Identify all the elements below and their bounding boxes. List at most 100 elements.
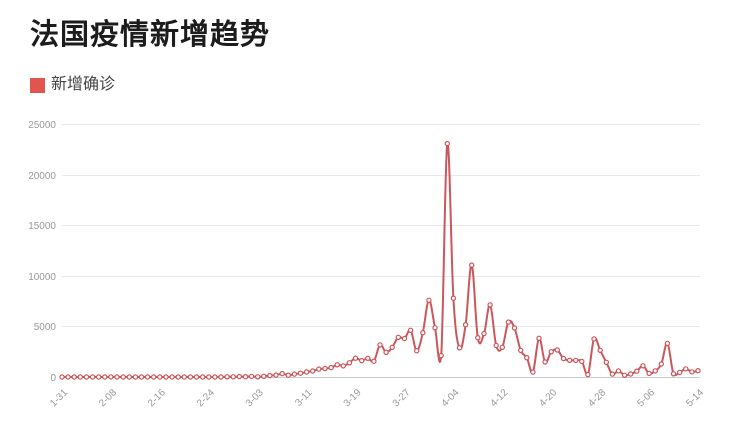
legend-item-new-confirmed[interactable]: 新增确诊	[30, 77, 115, 93]
data-point-marker[interactable]	[150, 374, 157, 380]
data-point-marker[interactable]	[683, 366, 689, 372]
data-point-marker[interactable]	[493, 342, 499, 349]
data-point-marker[interactable]	[450, 295, 457, 301]
data-point-marker[interactable]	[132, 374, 139, 380]
data-point-marker[interactable]	[359, 357, 365, 364]
data-point-marker[interactable]	[340, 363, 346, 369]
data-point-marker[interactable]	[199, 374, 206, 380]
data-point-marker[interactable]	[670, 371, 677, 377]
data-point-marker[interactable]	[120, 374, 126, 380]
data-point-marker[interactable]	[297, 370, 304, 376]
data-point-marker[interactable]	[383, 349, 389, 355]
data-point-marker[interactable]	[102, 374, 108, 380]
data-point-marker[interactable]	[59, 374, 65, 380]
data-point-marker[interactable]	[621, 372, 628, 378]
data-point-marker[interactable]	[83, 374, 90, 380]
data-point-marker[interactable]	[77, 374, 84, 380]
data-point-marker[interactable]	[511, 325, 518, 331]
data-point-marker[interactable]	[579, 358, 585, 365]
data-point-marker[interactable]	[401, 335, 408, 342]
data-point-marker[interactable]	[634, 368, 640, 374]
data-point-marker[interactable]	[157, 374, 163, 380]
data-point-marker[interactable]	[469, 262, 475, 268]
data-point-marker[interactable]	[303, 369, 310, 375]
data-point-marker[interactable]	[291, 371, 298, 377]
data-point-marker[interactable]	[187, 374, 194, 380]
data-point-marker[interactable]	[285, 372, 291, 378]
data-point-marker[interactable]	[95, 374, 102, 380]
data-point-marker[interactable]	[89, 374, 96, 380]
data-point-marker[interactable]	[169, 374, 175, 380]
data-point-marker[interactable]	[530, 369, 536, 375]
data-point-marker[interactable]	[261, 373, 267, 379]
data-point-marker[interactable]	[652, 368, 658, 374]
data-point-marker[interactable]	[499, 344, 505, 350]
data-point-marker[interactable]	[334, 362, 340, 368]
data-point-marker[interactable]	[212, 374, 218, 380]
data-point-marker[interactable]	[377, 342, 383, 348]
data-point-marker[interactable]	[346, 360, 353, 366]
data-point-marker[interactable]	[628, 371, 634, 377]
data-point-marker[interactable]	[658, 361, 665, 367]
data-point-marker[interactable]	[548, 349, 554, 355]
data-point-marker[interactable]	[518, 347, 524, 354]
data-point-marker[interactable]	[273, 372, 279, 378]
data-point-marker[interactable]	[677, 369, 683, 376]
data-point-marker[interactable]	[389, 344, 395, 350]
data-point-marker[interactable]	[542, 359, 548, 365]
data-point-marker[interactable]	[371, 358, 377, 364]
data-point-marker[interactable]	[640, 363, 646, 369]
data-point-marker[interactable]	[114, 374, 120, 380]
data-point-marker[interactable]	[524, 355, 530, 361]
data-point-marker[interactable]	[462, 322, 469, 328]
data-point-marker[interactable]	[554, 347, 561, 353]
data-point-marker[interactable]	[279, 370, 285, 377]
data-point-marker[interactable]	[487, 302, 493, 308]
data-point-marker[interactable]	[218, 374, 224, 380]
data-point-marker[interactable]	[365, 355, 371, 361]
data-point-marker[interactable]	[456, 345, 463, 351]
data-point-marker[interactable]	[255, 374, 261, 380]
data-point-marker[interactable]	[322, 365, 328, 372]
data-point-marker[interactable]	[230, 374, 236, 380]
data-point-marker[interactable]	[615, 368, 622, 374]
data-point-marker[interactable]	[236, 373, 242, 380]
data-point-marker[interactable]	[310, 368, 316, 374]
data-point-marker[interactable]	[426, 297, 432, 303]
data-point-marker[interactable]	[505, 319, 512, 325]
data-point-marker[interactable]	[573, 357, 579, 364]
data-point-marker[interactable]	[481, 330, 487, 337]
data-point-marker[interactable]	[248, 373, 255, 380]
data-point-marker[interactable]	[591, 336, 597, 342]
data-point-marker[interactable]	[71, 374, 77, 380]
data-point-marker[interactable]	[328, 364, 334, 371]
data-point-marker[interactable]	[603, 359, 610, 365]
data-point-marker[interactable]	[175, 374, 181, 380]
data-point-marker[interactable]	[432, 325, 438, 331]
data-point-marker[interactable]	[689, 369, 695, 375]
data-point-marker[interactable]	[664, 340, 671, 347]
data-point-marker[interactable]	[267, 372, 273, 379]
data-point-marker[interactable]	[138, 374, 145, 380]
data-point-marker[interactable]	[585, 371, 591, 378]
data-point-marker[interactable]	[224, 374, 230, 380]
data-point-marker[interactable]	[352, 355, 359, 361]
data-point-marker[interactable]	[597, 347, 603, 353]
data-point-marker[interactable]	[407, 327, 414, 333]
data-point-marker[interactable]	[536, 335, 542, 341]
data-point-marker[interactable]	[144, 374, 151, 380]
data-point-marker[interactable]	[126, 374, 133, 380]
data-point-marker[interactable]	[475, 335, 481, 341]
data-point-marker[interactable]	[206, 374, 212, 380]
data-point-marker[interactable]	[566, 357, 573, 363]
data-point-marker[interactable]	[163, 374, 169, 380]
data-point-marker[interactable]	[193, 374, 200, 380]
data-point-marker[interactable]	[108, 374, 114, 380]
data-point-marker[interactable]	[695, 368, 701, 374]
data-point-marker[interactable]	[646, 370, 652, 377]
data-point-marker[interactable]	[181, 374, 187, 380]
data-point-marker[interactable]	[316, 366, 322, 372]
data-point-marker[interactable]	[242, 374, 249, 380]
data-point-marker[interactable]	[414, 348, 420, 354]
